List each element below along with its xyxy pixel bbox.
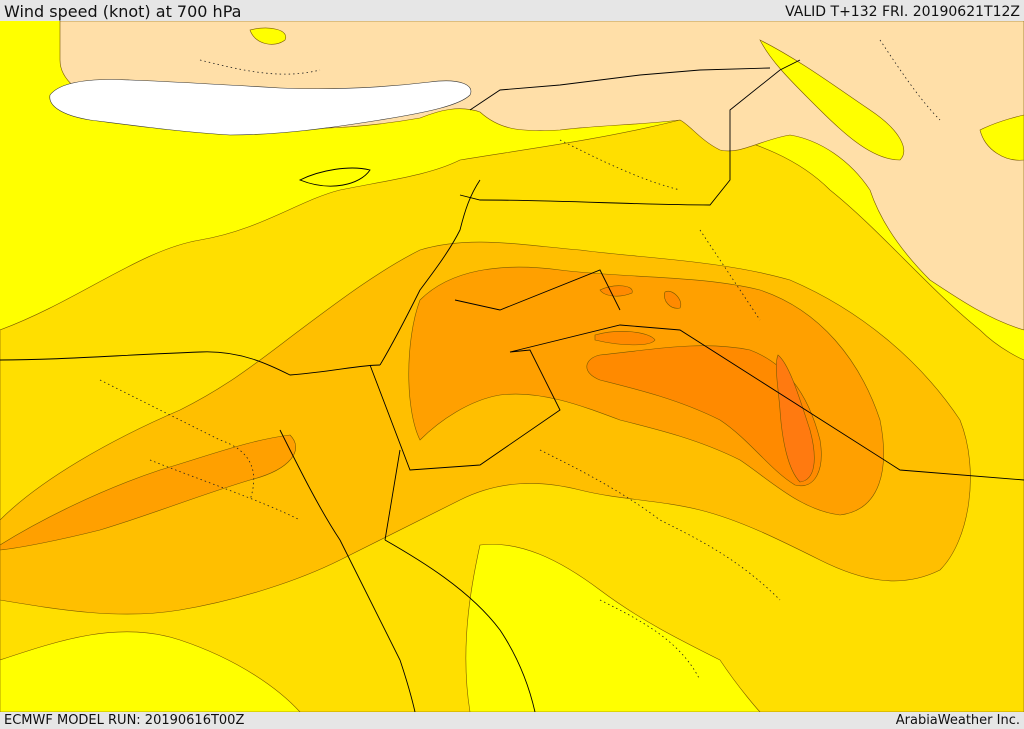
contour-band-3-west [0, 434, 296, 551]
region-borders [99, 39, 941, 681]
contour-patch-ne2 [979, 114, 1024, 161]
contour-island-se [465, 543, 761, 712]
model-run-label: ECMWF MODEL RUN: 20190616T00Z [4, 713, 245, 728]
wind-speed-map [0, 21, 1024, 712]
contour-band-4-d [664, 290, 682, 309]
credit-label: ArabiaWeather Inc. [895, 713, 1020, 728]
contour-patch-n [249, 27, 287, 45]
map-area[interactable] [0, 21, 1024, 712]
header-bar: Wind speed (knot) at 700 hPa VALID T+132… [0, 0, 1024, 21]
valid-time: VALID T+132 FRI. 20190621T12Z [785, 4, 1020, 20]
contour-band-4 [586, 345, 822, 487]
country-borders [369, 59, 1024, 481]
contour-band-5 [776, 354, 815, 483]
contour-band-4-c [599, 285, 633, 297]
footer-bar: ECMWF MODEL RUN: 20190616T00Z ArabiaWeat… [0, 712, 1024, 729]
no-data-region [49, 79, 472, 136]
map-title: Wind speed (knot) at 700 hPa [4, 2, 242, 21]
contour-band-4-b [594, 331, 656, 346]
coastlines [0, 167, 536, 712]
contour-patch-ne [759, 39, 905, 161]
contour-island-sw [0, 631, 301, 712]
